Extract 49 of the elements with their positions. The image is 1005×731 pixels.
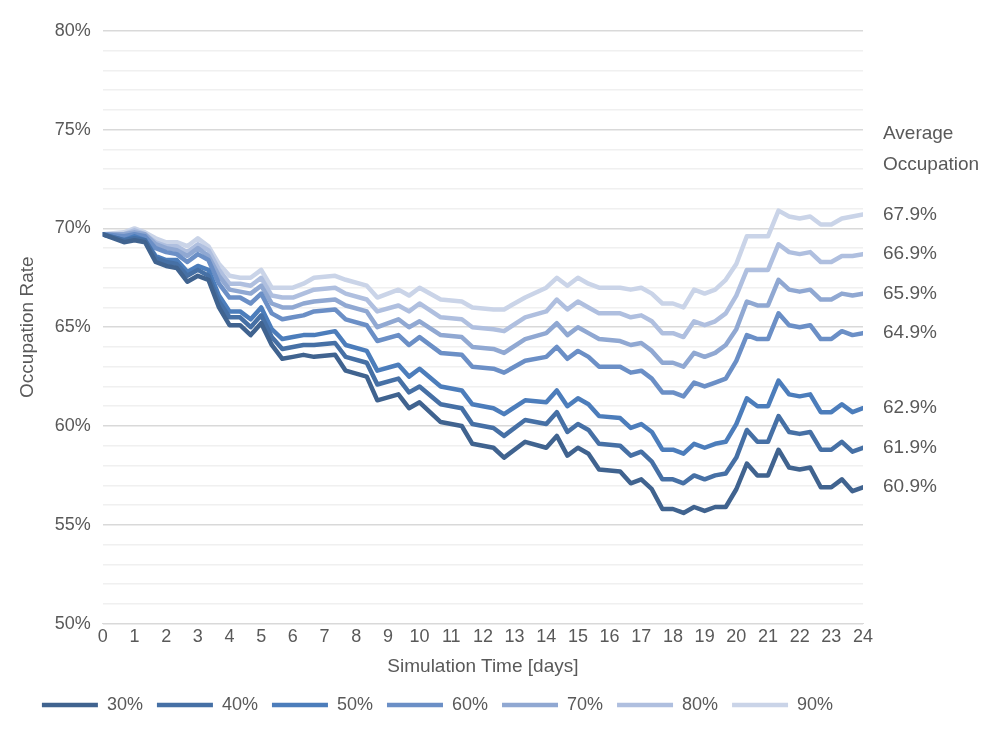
x-tick-label: 10 <box>409 626 430 647</box>
x-tick-label: 1 <box>129 626 140 647</box>
x-tick-label: 4 <box>224 626 235 647</box>
x-tick-label: 15 <box>567 626 588 647</box>
x-tick-label: 14 <box>536 626 557 647</box>
x-tick-label: 19 <box>694 626 715 647</box>
y-tick-label: 50% <box>54 612 91 633</box>
x-tick-label: 5 <box>256 626 267 647</box>
x-tick-label: 21 <box>757 626 778 647</box>
x-tick-label: 24 <box>852 626 874 647</box>
x-tick-label: 17 <box>631 626 652 647</box>
text: 61.9% <box>883 435 937 457</box>
x-tick-label: 0 <box>97 626 108 647</box>
x-tick-label: 3 <box>192 626 203 647</box>
text: 67.9% <box>883 202 937 224</box>
legend-label: 70% <box>567 693 604 714</box>
x-tick-label: 16 <box>599 626 620 647</box>
x-tick-label: 12 <box>472 626 493 647</box>
text: 65.9% <box>883 281 937 303</box>
y-tick-label: 70% <box>54 217 91 238</box>
legend-label: 50% <box>336 693 373 714</box>
y-tick-label: 55% <box>54 513 91 534</box>
text: 60.9% <box>883 475 937 497</box>
y-tick-label: 60% <box>54 414 91 435</box>
legend-label: 80% <box>682 693 719 714</box>
y-tick-label: 65% <box>54 316 91 337</box>
x-tick-label: 18 <box>662 626 683 647</box>
text: 64.9% <box>883 321 937 343</box>
x-tick-label: 9 <box>382 626 393 647</box>
legend-label: 60% <box>451 693 489 714</box>
y-tick-label: 75% <box>54 118 91 139</box>
x-axis-title: Simulation Time [days] <box>387 654 579 676</box>
x-tick-label: 11 <box>441 626 461 647</box>
x-tick-label: 2 <box>161 626 172 647</box>
x-tick-label: 13 <box>504 626 525 647</box>
legend-label: 30% <box>106 693 143 714</box>
text: Average Occupation <box>883 121 980 174</box>
text: 66.9% <box>883 242 937 264</box>
text: 62.9% <box>883 396 937 418</box>
y-axis-title: Occupation Rate <box>15 256 37 398</box>
x-tick-label: 6 <box>287 626 298 647</box>
legend-label: 90% <box>797 693 834 714</box>
x-tick-label: 23 <box>821 626 842 647</box>
y-tick-label: 80% <box>54 19 91 40</box>
legend-label: 40% <box>221 693 258 714</box>
x-tick-label: 8 <box>351 626 362 647</box>
x-tick-label: 7 <box>319 626 330 647</box>
x-tick-label: 20 <box>726 626 747 647</box>
x-tick-label: 22 <box>789 626 810 647</box>
